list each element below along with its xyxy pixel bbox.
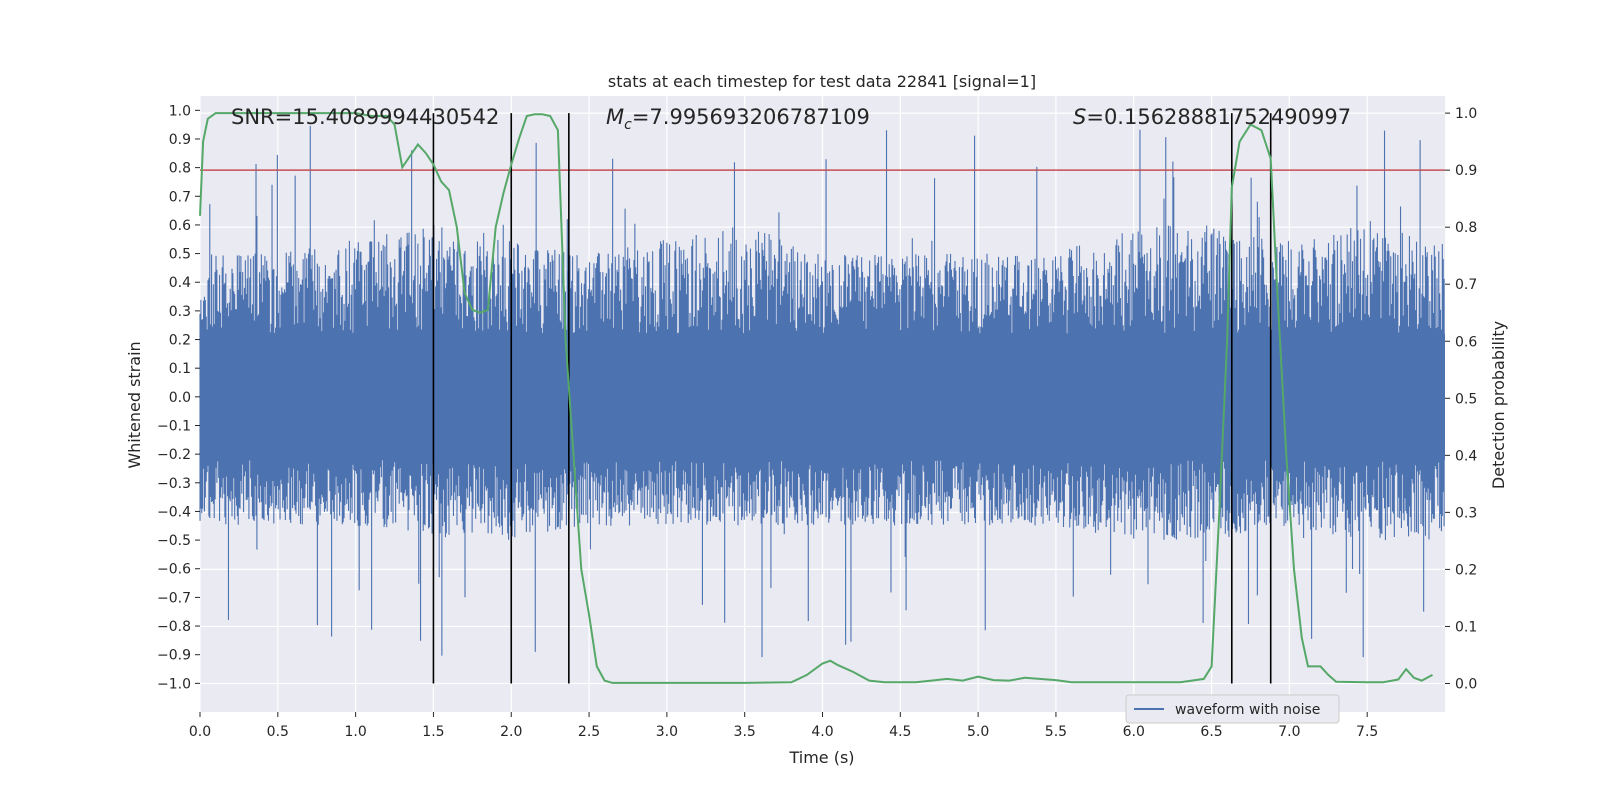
y-right-tick-label: 0.7 — [1455, 277, 1477, 293]
waveform-line — [199, 125, 1445, 658]
y-left-axis-ticks: 1.0 0.9 0.8 0.7 0.6 0.5 0.4 0.3 0.2 0.1 0.0 −0.1 −0.… — [157, 103, 200, 692]
x-axis-label: Time (s) — [788, 748, 854, 767]
y-left-tick-label: 0.5 — [169, 247, 191, 263]
legend-box — [1125, 694, 1340, 724]
y-left-tick-label: 0.0 — [169, 390, 191, 406]
x-axis-ticks: 0.0 0.5 1.0 1.5 2.0 2.5 3.0 3.5 4.0 4.5 5.0 5.5 6.0 6… — [189, 712, 1378, 740]
y-right-tick-label: 0.2 — [1455, 562, 1477, 578]
y-left-tick-label: −0.8 — [157, 619, 191, 635]
y-right-tick-label: 0.8 — [1455, 220, 1477, 236]
chirp-mass-subscript: c — [624, 117, 632, 133]
y-right-tick-label: 1.0 — [1455, 106, 1477, 122]
y-right-tick-label: 0.5 — [1455, 391, 1477, 407]
x-tick-label: 0.5 — [267, 724, 289, 740]
legend: waveform with noise — [1125, 694, 1340, 724]
y-right-tick-label: 0.3 — [1455, 505, 1477, 521]
s-value: =0.15628881752490997 — [1086, 105, 1351, 129]
y-left-tick-label: −1.0 — [157, 676, 191, 692]
y-left-tick-label: 0.7 — [169, 189, 191, 205]
y-right-axis-ticks: 1.0 0.9 0.8 0.7 0.6 0.5 0.4 0.3 0.2 0.1 0.0 — [1445, 106, 1477, 692]
x-tick-label: 6.5 — [1200, 724, 1222, 740]
x-tick-label: 1.5 — [422, 724, 444, 740]
x-tick-label: 6.0 — [1123, 724, 1145, 740]
chart-title: stats at each timestep for test data 228… — [608, 72, 1036, 91]
y-left-tick-label: −0.7 — [157, 590, 191, 606]
x-tick-label: 3.0 — [656, 724, 678, 740]
y-left-tick-label: −0.6 — [157, 562, 191, 578]
x-tick-label: 3.5 — [734, 724, 756, 740]
y-left-tick-label: 0.3 — [169, 304, 191, 320]
x-tick-label: 5.0 — [967, 724, 989, 740]
chirp-mass-symbol: M — [606, 105, 624, 129]
x-tick-label: 2.5 — [578, 724, 600, 740]
x-tick-label: 7.0 — [1278, 724, 1300, 740]
y-left-tick-label: 0.1 — [169, 361, 191, 377]
probability-line — [199, 112, 1433, 684]
y-right-tick-label: 0.1 — [1455, 619, 1477, 635]
x-tick-label: 0.0 — [189, 724, 211, 740]
y-left-tick-label: 0.2 — [169, 333, 191, 349]
y-left-axis-label: Whitened strain — [125, 341, 144, 468]
y-left-tick-label: 0.9 — [169, 132, 191, 148]
x-tick-label: 7.5 — [1356, 724, 1378, 740]
y-left-tick-label: −0.3 — [157, 476, 191, 492]
y-left-tick-label: −0.1 — [157, 418, 191, 434]
legend-label: waveform with noise — [1175, 702, 1320, 718]
x-tick-label: 4.0 — [811, 724, 833, 740]
y-right-tick-label: 0.4 — [1455, 448, 1477, 464]
y-left-tick-label: 0.6 — [169, 218, 191, 234]
x-tick-label: 5.5 — [1045, 724, 1067, 740]
y-left-tick-label: −0.4 — [157, 504, 191, 520]
y-right-tick-label: 0.0 — [1455, 676, 1477, 692]
chirp-mass-value: =7.995693206787109 — [632, 105, 870, 129]
y-right-tick-label: 0.6 — [1455, 334, 1477, 350]
y-left-tick-label: 1.0 — [169, 103, 191, 119]
x-tick-label: 4.5 — [889, 724, 911, 740]
s-symbol: S — [1073, 105, 1086, 129]
y-left-tick-label: 0.8 — [169, 161, 191, 177]
y-right-axis-label: Detection probability — [1489, 321, 1508, 489]
probability-series — [199, 112, 1433, 684]
snr-annotation: SNR=15.4089994430542 — [231, 105, 499, 129]
y-left-tick-label: 0.4 — [169, 275, 191, 291]
y-left-tick-label: −0.2 — [157, 447, 191, 463]
waveform-series — [199, 125, 1445, 658]
s-annotation: S=0.15628881752490997 — [1073, 105, 1351, 129]
chirp-mass-annotation: Mc=7.995693206787109 — [606, 105, 870, 133]
x-tick-label: 1.0 — [344, 724, 366, 740]
y-left-tick-label: −0.5 — [157, 533, 191, 549]
y-right-tick-label: 0.9 — [1455, 163, 1477, 179]
x-tick-label: 2.0 — [500, 724, 522, 740]
y-left-tick-label: −0.9 — [157, 648, 191, 664]
